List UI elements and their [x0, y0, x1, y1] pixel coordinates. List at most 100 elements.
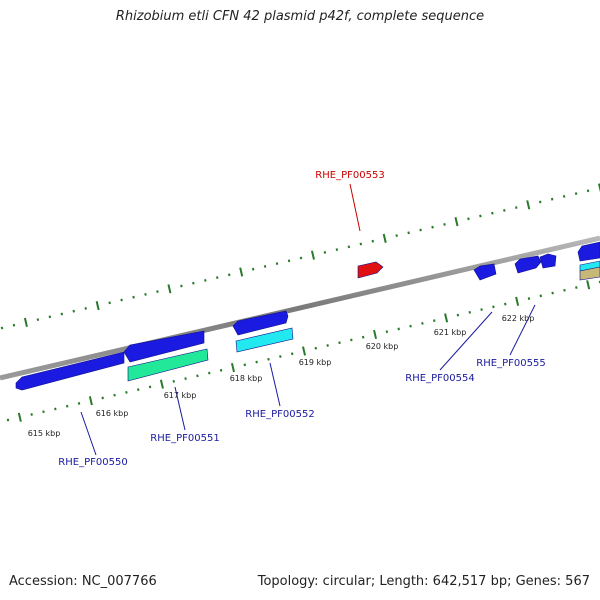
- minor-tick: [101, 396, 104, 400]
- major-tick: [17, 412, 22, 422]
- minor-tick: [148, 385, 152, 389]
- major-tick: [526, 200, 531, 210]
- minor-tick: [575, 286, 578, 289]
- minor-tick: [132, 295, 135, 299]
- outer-tick-ring: [0, 183, 600, 330]
- minor-tick: [443, 223, 446, 226]
- minor-tick: [36, 318, 40, 321]
- minor-tick: [208, 371, 211, 375]
- minor-tick: [156, 290, 159, 293]
- label-rhe-pf00554: RHE_PF00554: [405, 373, 474, 384]
- pointer-rhe-pf00554: [439, 311, 493, 371]
- minor-tick: [562, 195, 566, 198]
- minor-tick: [144, 293, 147, 296]
- pointer-rhe-pf00552: [269, 362, 281, 407]
- minor-tick: [287, 259, 291, 263]
- minor-tick: [314, 346, 318, 350]
- label-rhe-pf00550: RHE_PF00550: [58, 457, 127, 468]
- major-tick: [95, 300, 100, 311]
- major-tick: [310, 250, 315, 260]
- minor-tick: [72, 309, 76, 313]
- major-tick: [515, 296, 520, 306]
- minor-tick: [395, 234, 398, 237]
- minor-tick: [409, 324, 412, 328]
- minor-tick: [479, 214, 482, 218]
- minor-tick: [216, 276, 219, 279]
- minor-tick: [30, 413, 33, 416]
- minor-tick: [491, 211, 494, 215]
- feature-cyan-right: [579, 260, 600, 272]
- label-rhe-pf00552: RHE_PF00552: [245, 409, 314, 420]
- tick-label: 620 kbp: [366, 342, 399, 351]
- minor-tick: [12, 323, 16, 327]
- minor-tick: [54, 407, 57, 411]
- major-tick: [454, 216, 459, 227]
- major-tick: [373, 329, 378, 340]
- minor-tick: [385, 330, 389, 334]
- major-tick: [586, 280, 591, 290]
- gene-rhe-pf00550: [15, 351, 125, 391]
- minor-tick: [419, 228, 422, 232]
- minor-tick: [480, 308, 483, 311]
- tick-label: 615 kbp: [28, 429, 61, 438]
- tick-label: 616 kbp: [96, 409, 129, 418]
- pointer-rhe-pf00551: [174, 386, 186, 431]
- minor-tick: [527, 297, 531, 300]
- tick-label: 619 kbp: [299, 358, 332, 367]
- gene-rhe-pf00555b: [539, 253, 557, 269]
- minor-tick: [504, 302, 507, 306]
- gene-rhe-pf00555a: [514, 255, 542, 274]
- minor-tick: [279, 355, 282, 358]
- minor-tick: [60, 312, 64, 316]
- feature-tan-right: [579, 266, 600, 281]
- minor-tick: [77, 402, 81, 405]
- label-rhe-pf00553: RHE_PF00553: [315, 170, 384, 181]
- minor-tick: [290, 352, 294, 356]
- major-tick: [88, 396, 93, 406]
- minor-tick: [468, 310, 472, 314]
- gene-right-edge: [577, 241, 600, 262]
- minor-tick: [350, 338, 353, 342]
- minor-tick: [467, 217, 470, 221]
- tick-label: 618 kbp: [230, 374, 263, 383]
- minor-tick: [0, 326, 4, 330]
- minor-tick: [432, 319, 436, 323]
- minor-tick: [550, 197, 554, 201]
- major-tick: [159, 379, 164, 389]
- minor-tick: [563, 288, 566, 292]
- inner-tick-ring: [6, 280, 600, 422]
- sequence-backbone: [0, 235, 600, 381]
- tick-label: 622 kbp: [502, 314, 535, 323]
- minor-tick: [125, 391, 128, 394]
- minor-tick: [538, 200, 542, 204]
- pointer-rhe-pf00555: [509, 304, 536, 356]
- minor-tick: [361, 335, 365, 339]
- minor-tick: [359, 242, 363, 246]
- label-rhe-pf00555: RHE_PF00555: [476, 358, 545, 369]
- minor-tick: [219, 368, 223, 372]
- gene-rhe-pf00553: [357, 261, 384, 279]
- pointer-rhe-pf00550: [80, 411, 97, 456]
- minor-tick: [397, 327, 400, 331]
- major-tick: [230, 362, 235, 373]
- feature-cyan-552: [235, 327, 294, 353]
- minor-tick: [539, 294, 543, 298]
- minor-tick: [456, 313, 460, 317]
- minor-tick: [338, 341, 341, 345]
- minor-tick: [267, 357, 270, 361]
- accession-text: Accession: NC_007766: [9, 574, 157, 589]
- minor-tick: [347, 245, 351, 249]
- minor-tick: [515, 206, 518, 209]
- minor-tick: [251, 267, 255, 271]
- minor-tick: [326, 344, 329, 347]
- minor-tick: [503, 209, 506, 212]
- minor-tick: [192, 281, 195, 285]
- tick-label: 617 kbp: [164, 391, 197, 400]
- major-tick: [239, 267, 244, 277]
- gene-rhe-pf00551: [123, 330, 205, 363]
- minor-tick: [227, 273, 231, 277]
- minor-tick: [6, 418, 10, 422]
- minor-tick: [172, 379, 176, 383]
- minor-tick: [299, 256, 303, 260]
- summary-text: Topology: circular; Length: 642,517 bp; …: [257, 574, 590, 589]
